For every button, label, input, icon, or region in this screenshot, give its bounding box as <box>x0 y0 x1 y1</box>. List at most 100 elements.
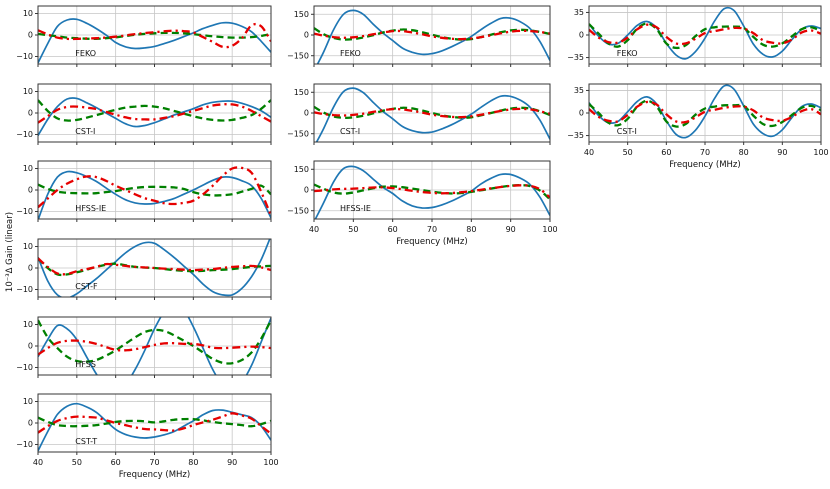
series-line-green-dashed <box>589 99 821 128</box>
subplot-title: HFSS-IE <box>75 204 106 213</box>
subplot-title: HFSS <box>75 360 96 369</box>
y-tick-label: 35 <box>574 86 584 95</box>
x-tick-label: 50 <box>348 225 358 234</box>
series-line-blue-solid <box>316 9 550 64</box>
subplot-c1-hfss-ie: 10 0 −10 HFSS-IE <box>16 160 272 222</box>
subplot-c1-hfss: 10 0 −10 HFSS <box>16 316 272 378</box>
x-tick-label: 50 <box>72 458 82 467</box>
y-tick-label: 150 <box>294 165 309 174</box>
y-tick-label: −150 <box>287 206 309 215</box>
series-line-red-dash-dot <box>38 103 271 124</box>
series-line-red-dash-dot <box>589 100 821 124</box>
y-tick-label: −10 <box>16 52 33 61</box>
x-tick-label: 70 <box>149 458 159 467</box>
series-line-red-dash-dot <box>38 166 271 217</box>
subplot-title: CST-F <box>75 282 98 291</box>
series-line-green-dashed <box>38 416 271 428</box>
y-tick-label: 0 <box>304 31 309 40</box>
y-tick-label: −10 <box>16 363 33 372</box>
x-tick-label: 100 <box>813 148 828 157</box>
y-tick-label: −35 <box>567 131 584 140</box>
y-tick-label: 10 <box>23 320 33 329</box>
x-tick-label: 60 <box>111 458 121 467</box>
y-tick-label: 10 <box>23 397 33 406</box>
x-axis-label: Frequency (MHz) <box>396 237 467 247</box>
series-line-red-dash-dot <box>314 107 550 119</box>
series-line-blue-solid <box>589 6 821 60</box>
subplot-c1-cst-i: 10 0 −10 CST-I <box>16 83 272 145</box>
series-line-red-dash-dot <box>38 22 271 49</box>
series-line-green-dashed <box>38 183 271 197</box>
series-line-blue-solid <box>38 239 271 297</box>
y-tick-label: 0 <box>304 109 309 118</box>
x-tick-label: 60 <box>661 148 671 157</box>
y-tick-label: 0 <box>28 186 33 195</box>
y-tick-label: −10 <box>16 440 33 449</box>
subplot-title: HFSS-IE <box>340 204 371 213</box>
series-line-red-dash-dot <box>314 184 550 199</box>
series-line-green-dashed <box>38 99 271 122</box>
series-line-red-dash-dot <box>38 339 271 356</box>
x-tick-label: 60 <box>388 225 398 234</box>
subplot-c1-cst-f: 10 0 −10 CST-F <box>16 238 272 300</box>
y-tick-label: −10 <box>16 130 33 139</box>
y-tick-label: −35 <box>567 53 584 62</box>
y-tick-label: 0 <box>28 109 33 118</box>
y-tick-label: 0 <box>28 342 33 351</box>
series-line-green-dashed <box>589 22 821 50</box>
series-line-red-dash-dot <box>38 257 271 276</box>
y-tick-label: 0 <box>28 31 33 40</box>
series-line-red-dash-dot <box>589 23 821 46</box>
y-tick-label: 0 <box>579 31 584 40</box>
x-tick-label: 90 <box>777 148 787 157</box>
x-tick-label: 40 <box>309 225 319 234</box>
series-line-green-dashed <box>314 27 550 41</box>
x-tick-label: 90 <box>506 225 516 234</box>
y-tick-label: 0 <box>28 419 33 428</box>
subplot-title: FEKO <box>75 49 96 58</box>
subplot-title: CST-I <box>75 127 95 136</box>
subplot-title: CST-I <box>340 127 360 136</box>
series-line-blue-solid <box>38 97 271 137</box>
subplot-c2-cst-i: 150 0 −150 CST-I <box>287 83 551 145</box>
subplot-c2-feko: 150 0 −150 FEKO <box>287 5 551 67</box>
x-tick-label: 40 <box>33 458 43 467</box>
y-tick-label: −10 <box>16 207 33 216</box>
y-tick-label: −10 <box>16 285 33 294</box>
x-tick-label: 40 <box>584 148 594 157</box>
y-tick-label: 10 <box>23 242 33 251</box>
y-tick-label: 0 <box>579 109 584 118</box>
y-tick-label: −150 <box>287 129 309 138</box>
x-axis-label: Frequency (MHz) <box>669 160 740 170</box>
series-line-blue-solid <box>589 84 821 139</box>
x-tick-label: 80 <box>466 225 476 234</box>
x-axis-label: Frequency (MHz) <box>119 470 190 480</box>
y-tick-label: 150 <box>294 10 309 19</box>
subplot-c1-feko: 10 0 −10 FEKO <box>16 5 272 67</box>
x-tick-label: 70 <box>427 225 437 234</box>
series-line-red-dash-dot <box>314 29 550 41</box>
series-line-green-dashed <box>314 105 550 120</box>
y-tick-label: −150 <box>287 51 309 60</box>
y-tick-label: 0 <box>304 186 309 195</box>
subplot-title: FEKO <box>340 49 361 58</box>
subplot-c3-feko: 35 0 −35 FEKO <box>567 5 822 67</box>
subplot-title: CST-I <box>617 127 637 136</box>
series-line-blue-solid <box>38 18 271 64</box>
subplot-c2-hfss-ie: 150 0 −150 HFSS-IE 40 50 60 70 80 90 100 Frequency … <box>287 160 558 247</box>
x-tick-label: 50 <box>623 148 633 157</box>
y-tick-label: 10 <box>23 87 33 96</box>
x-tick-label: 90 <box>227 458 237 467</box>
x-tick-label: 70 <box>700 148 710 157</box>
series-line-blue-solid <box>315 87 550 142</box>
x-tick-label: 100 <box>542 225 557 234</box>
y-tick-label: 35 <box>574 8 584 17</box>
y-tick-label: 10 <box>23 164 33 173</box>
y-tick-label: 150 <box>294 88 309 97</box>
x-tick-label: 80 <box>188 458 198 467</box>
subplot-title: FEKO <box>617 49 638 58</box>
series-line-blue-solid <box>314 165 550 219</box>
